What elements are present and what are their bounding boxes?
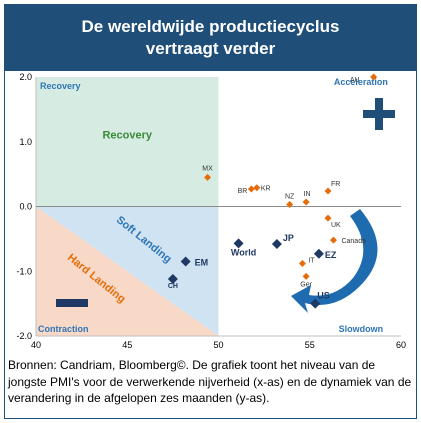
y-tick-label: 1.0 bbox=[19, 137, 32, 147]
point-label-mx: MX bbox=[202, 165, 213, 172]
point-label-ez: EZ bbox=[325, 250, 337, 260]
point-label-jp: JP bbox=[283, 233, 294, 243]
point-marker-ger bbox=[302, 272, 310, 280]
point-marker-kr bbox=[253, 184, 261, 192]
chart-title-line-2: vertraagt verder bbox=[145, 39, 276, 58]
point-marker-em bbox=[180, 256, 191, 267]
contraction-label: Contraction bbox=[38, 324, 89, 334]
chart-frame: De wereldwijde productiecyclus vertraagt… bbox=[4, 4, 417, 419]
point-label-ger: Ger bbox=[300, 281, 312, 288]
point-marker-world bbox=[233, 238, 244, 249]
slowdown-arrow-icon bbox=[291, 209, 378, 313]
recovery-zone bbox=[36, 77, 219, 207]
recovery-corner-label: Recovery bbox=[40, 81, 81, 91]
point-label-kr: KR bbox=[261, 186, 271, 193]
acceleration-label: Acceleration bbox=[334, 77, 388, 87]
point-label-br: BR bbox=[238, 188, 248, 195]
chart-title-line-1: De wereldwijde productiecyclus bbox=[81, 17, 340, 36]
slowdown-label: Slowdown bbox=[339, 324, 384, 334]
point-label-it: IT bbox=[308, 257, 315, 264]
y-tick-label: 0.0 bbox=[19, 202, 32, 212]
chart-header: De wereldwijde productiecyclus vertraagt… bbox=[5, 5, 416, 71]
point-marker-ch bbox=[167, 274, 178, 285]
x-tick-label: 50 bbox=[213, 340, 223, 350]
minus-icon bbox=[56, 299, 88, 307]
point-marker-ez bbox=[313, 248, 324, 259]
point-label-nz: NZ bbox=[285, 194, 295, 201]
y-tick-label: 2.0 bbox=[19, 72, 32, 82]
x-tick-label: 45 bbox=[122, 340, 132, 350]
point-marker-canada bbox=[329, 236, 337, 244]
point-marker-mx bbox=[204, 173, 212, 181]
x-tick-label: 60 bbox=[396, 340, 406, 350]
recovery-center-label: Recovery bbox=[102, 130, 152, 142]
source-caption: Bronnen: Candriam, Bloomberg©. De grafie… bbox=[8, 358, 412, 405]
point-marker-nz bbox=[286, 201, 294, 209]
point-marker-au bbox=[370, 73, 378, 81]
plus-icon bbox=[363, 98, 395, 130]
scatter-chart: 2.0 1.0 0.0 -1.0 -2.040 45 50 55 60 Recovery Rec… bbox=[16, 72, 406, 350]
data-points: AU MX BR KR NZ IN FR UK Canada IT Ger World JP EM CH EZ… bbox=[167, 73, 378, 309]
point-label-canada: Canada bbox=[341, 238, 366, 245]
point-marker-jp bbox=[271, 239, 282, 250]
point-marker-it bbox=[298, 259, 306, 267]
axis-ticks: 2.0 1.0 0.0 -1.0 -2.040 45 50 55 60 bbox=[16, 72, 406, 350]
point-marker-fr bbox=[324, 187, 332, 195]
point-label-in: IN bbox=[304, 191, 311, 198]
point-label-au: AU bbox=[350, 77, 360, 84]
point-label-us: US bbox=[317, 291, 330, 301]
point-label-world: World bbox=[231, 247, 256, 257]
y-tick-label: -1.0 bbox=[16, 266, 32, 276]
y-tick-label: -2.0 bbox=[16, 331, 32, 341]
point-label-uk: UK bbox=[331, 222, 341, 229]
point-marker-in bbox=[302, 198, 310, 206]
point-label-ch: CH bbox=[168, 283, 178, 290]
point-label-em: EM bbox=[195, 258, 209, 268]
x-tick-label: 40 bbox=[31, 340, 41, 350]
x-tick-label: 55 bbox=[305, 340, 315, 350]
point-marker-uk bbox=[324, 214, 332, 222]
point-label-fr: FR bbox=[331, 181, 340, 188]
point-marker-br bbox=[247, 185, 255, 193]
point-marker-us bbox=[310, 298, 321, 309]
